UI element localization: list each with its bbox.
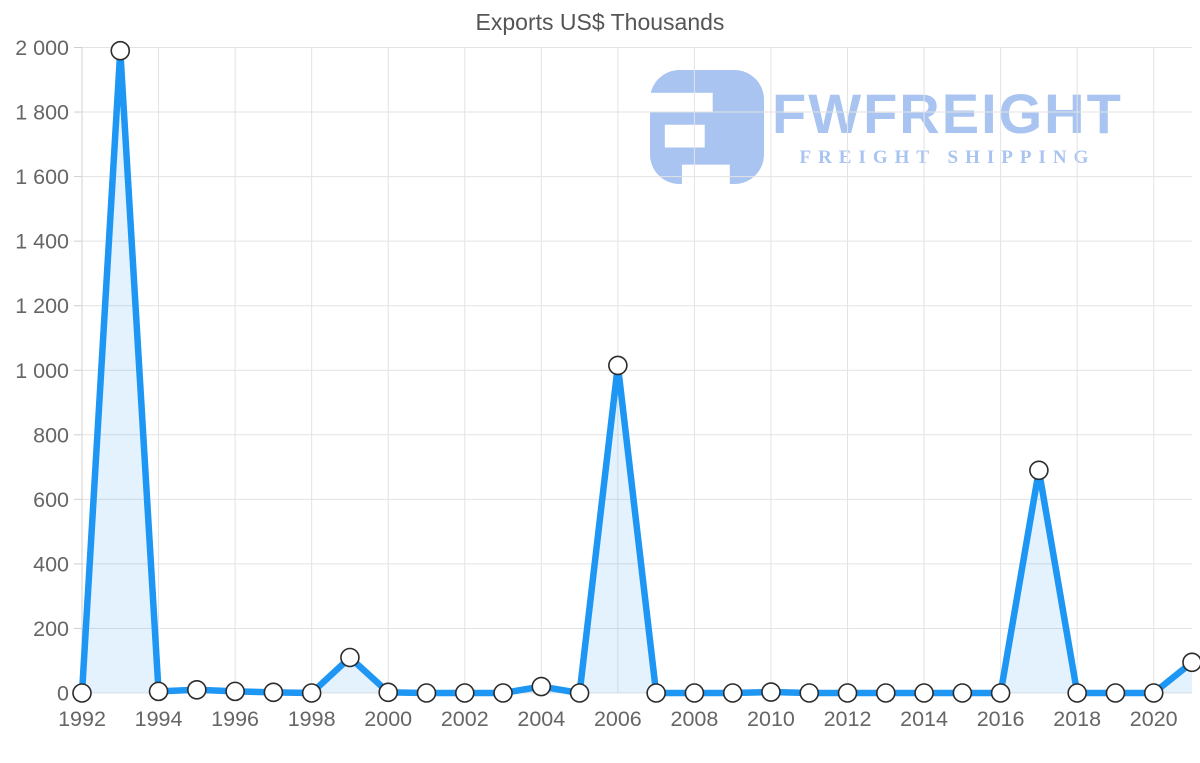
data-point xyxy=(378,682,399,703)
x-tick-label: 1996 xyxy=(211,707,259,731)
y-tick-label: 400 xyxy=(33,552,69,576)
data-point xyxy=(1143,683,1164,703)
data-point xyxy=(340,647,360,668)
x-tick-label: 2008 xyxy=(670,707,718,731)
data-point xyxy=(875,683,896,703)
data-point xyxy=(263,682,284,703)
data-point xyxy=(952,683,973,703)
data-point xyxy=(990,683,1011,703)
x-tick-label: 2004 xyxy=(517,707,565,731)
x-tick-label: 2020 xyxy=(1130,707,1178,731)
data-point xyxy=(1105,683,1126,703)
logo-wordmark: FWFREIGHT xyxy=(772,81,1123,145)
x-tick-label: 2002 xyxy=(441,707,489,731)
data-point xyxy=(187,679,207,700)
x-tick-label: 2006 xyxy=(594,707,642,731)
fwfreight-watermark-logo: FWFREIGHT FREIGHT SHIPPING xyxy=(650,70,1123,184)
data-point xyxy=(684,683,705,703)
data-point xyxy=(608,355,628,376)
y-tick-label: 200 xyxy=(33,617,69,641)
data-point xyxy=(1029,460,1049,481)
chart-title: Exports US$ Thousands xyxy=(475,9,725,35)
y-tick-label: 1 000 xyxy=(15,359,69,383)
data-point xyxy=(799,683,820,703)
y-tick-label: 800 xyxy=(33,423,69,447)
data-point xyxy=(72,683,92,703)
data-point xyxy=(454,683,475,703)
logo-tagline: FREIGHT SHIPPING xyxy=(799,146,1096,168)
data-point xyxy=(148,681,169,702)
data-point xyxy=(837,683,858,703)
data-point xyxy=(914,683,934,703)
y-tick-label: 600 xyxy=(33,488,69,512)
data-point xyxy=(722,683,743,703)
x-tick-label: 1994 xyxy=(135,707,183,731)
y-tick-label: 1 200 xyxy=(15,294,69,318)
data-point xyxy=(225,681,245,702)
data-point xyxy=(1067,683,1087,703)
data-point xyxy=(1182,652,1200,673)
data-point xyxy=(110,40,131,61)
y-tick-label: 0 xyxy=(57,682,69,706)
x-tick-label: 2018 xyxy=(1053,707,1101,731)
data-point xyxy=(569,683,590,703)
y-tick-label: 2 000 xyxy=(15,36,69,60)
fwfreight-logo-icon xyxy=(650,70,764,184)
data-point xyxy=(761,682,781,702)
area-fill xyxy=(82,50,1192,694)
x-tick-label: 2010 xyxy=(747,707,795,731)
logo-text: FWFREIGHT FREIGHT SHIPPING xyxy=(772,70,1123,184)
data-point xyxy=(493,683,513,703)
x-tick-label: 2012 xyxy=(824,707,872,731)
y-tick-label: 1 400 xyxy=(15,230,69,254)
x-tick-label: 2014 xyxy=(900,707,948,731)
x-tick-label: 1998 xyxy=(288,707,336,731)
x-tick-label: 2000 xyxy=(364,707,412,731)
y-tick-label: 1 800 xyxy=(15,101,69,125)
y-tick-label: 1 600 xyxy=(15,165,69,189)
data-point xyxy=(646,683,666,703)
x-tick-label: 1992 xyxy=(58,707,106,731)
data-point xyxy=(301,683,322,703)
x-tick-label: 2016 xyxy=(977,707,1025,731)
data-point xyxy=(416,683,437,703)
data-point xyxy=(531,676,552,697)
